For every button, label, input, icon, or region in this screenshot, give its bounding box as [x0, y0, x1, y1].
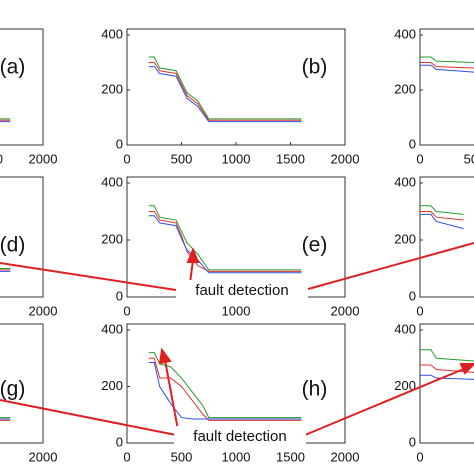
series-line: [148, 62, 302, 121]
arrow-line: [0, 399, 177, 436]
series-line: [420, 205, 464, 215]
panel-label: (e): [302, 234, 328, 257]
plot-frame: [126, 323, 346, 444]
annotation-bg: [176, 280, 308, 300]
panel-label: (a): [0, 56, 25, 79]
plot-frame: [419, 28, 474, 146]
y-tick-label: 400: [394, 321, 416, 336]
series-line: [148, 56, 302, 120]
plot-frame: [126, 28, 346, 146]
annotation-bg: [174, 426, 306, 446]
y-tick-label: 0: [409, 434, 416, 449]
x-tick-label: 1500: [276, 151, 305, 166]
y-tick-label: 400: [101, 321, 123, 336]
y-tick-label: 400: [101, 174, 123, 189]
arrow-head: [158, 347, 172, 365]
annotation: fault detection: [195, 282, 288, 299]
y-tick-label: 0: [116, 434, 123, 449]
x-tick-label: 0: [416, 303, 423, 318]
panel-label: (b): [302, 56, 328, 79]
series-line: [148, 205, 302, 271]
y-tick-label: 200: [394, 231, 416, 246]
x-tick-label: 2000: [331, 303, 360, 318]
series-line: [148, 361, 302, 420]
plot-frame: [0, 28, 44, 146]
y-tick-label: 0: [409, 288, 416, 303]
x-tick-label: 0: [123, 151, 130, 166]
x-tick-label: 2000: [29, 303, 58, 318]
series-line: [420, 349, 474, 362]
y-tick-label: 400: [394, 174, 416, 189]
arrow-line: [304, 367, 467, 436]
x-tick-label: 0: [123, 449, 130, 464]
x-tick-label: 0: [416, 151, 423, 166]
panel-label: (g): [0, 378, 25, 401]
panel-label: (h): [302, 378, 328, 401]
y-tick-label: 0: [116, 136, 123, 151]
x-tick-label: 0: [123, 303, 130, 318]
arrows: [0, 242, 474, 436]
plot-frame: [0, 323, 44, 444]
arrow-line: [189, 259, 194, 284]
series-line: [420, 211, 464, 221]
panel-label: (d): [0, 234, 25, 257]
y-tick-label: 200: [101, 81, 123, 96]
x-tick-label: 500: [171, 151, 193, 166]
x-tick-label: 2000: [29, 449, 58, 464]
arrow-head: [186, 247, 200, 263]
y-tick-label: 0: [116, 288, 123, 303]
arrow-line: [0, 262, 177, 291]
series-line: [148, 66, 302, 123]
y-tick-label: 0: [409, 136, 416, 151]
annotation: fault detection: [193, 428, 286, 445]
arrow-head: [459, 363, 474, 375]
x-tick-label: 1000: [222, 303, 251, 318]
series-line: [420, 64, 474, 73]
plot-frame: [419, 176, 474, 298]
series-line: [420, 213, 464, 230]
x-tick-label: 1000: [222, 449, 251, 464]
x-tick-label: 1000: [222, 151, 251, 166]
x-tick-label: 2000: [29, 151, 58, 166]
x-tick-label: 1500: [276, 449, 305, 464]
series-line: [420, 56, 474, 63]
x-tick-label: 1500: [0, 151, 3, 166]
arrow-line: [307, 242, 474, 290]
series-line: [420, 364, 474, 373]
x-tick-label: 500: [171, 449, 193, 464]
arrow-line: [164, 359, 179, 431]
y-tick-label: 200: [101, 231, 123, 246]
plot-frame: [126, 176, 346, 298]
y-tick-label: 400: [101, 26, 123, 41]
y-tick-label: 200: [394, 378, 416, 393]
y-tick-label: 200: [101, 378, 123, 393]
series-line: [148, 211, 302, 272]
series-line: [148, 215, 302, 274]
y-tick-label: 200: [394, 81, 416, 96]
series-line: [420, 62, 474, 69]
series-line: [148, 352, 302, 419]
series-line: [420, 374, 474, 380]
x-tick-label: 2000: [331, 151, 360, 166]
x-tick-label: 500: [464, 151, 474, 166]
x-tick-label: 0: [416, 449, 423, 464]
y-tick-label: 400: [394, 26, 416, 41]
x-tick-label: 2000: [331, 449, 360, 464]
plot-frame: [0, 176, 44, 298]
